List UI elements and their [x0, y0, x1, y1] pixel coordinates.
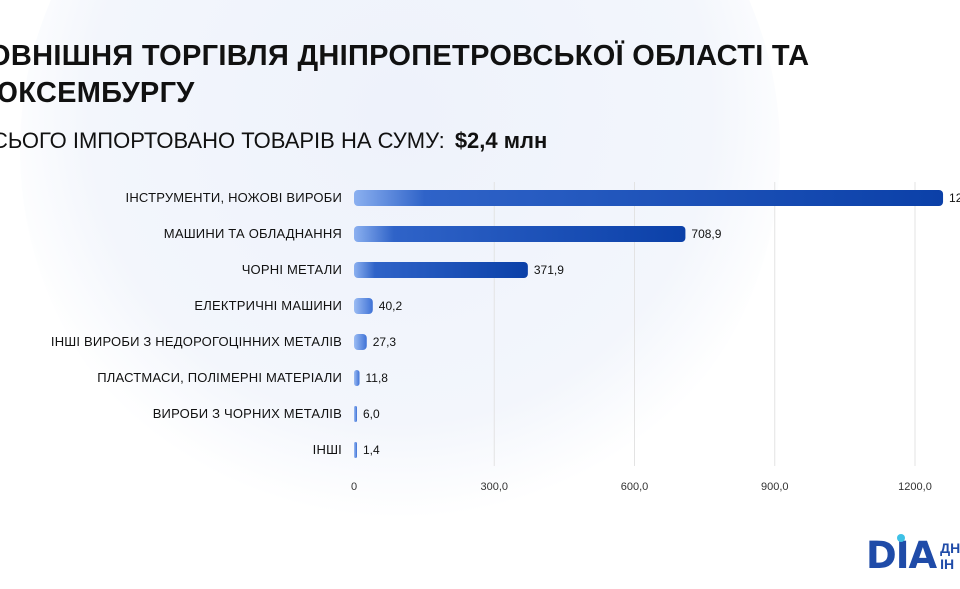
bar [354, 334, 367, 350]
logo-side-line2: ІН [940, 556, 955, 572]
bar [354, 190, 944, 206]
value-label: 27,3 [373, 335, 397, 349]
x-tick-label: 900,0 [761, 481, 789, 493]
x-tick-label: 300,0 [480, 481, 508, 493]
value-label: 40,2 [379, 299, 403, 313]
bar [354, 370, 360, 386]
category-label: МАШИНИ ТА ОБЛАДНАННЯ [164, 226, 342, 241]
bar [354, 442, 357, 458]
gridlines [493, 182, 916, 466]
bar [354, 262, 528, 278]
logo-mark: DIA [866, 534, 937, 577]
category-label: ІНШІ [313, 442, 342, 457]
category-label: ВИРОБИ З ЧОРНИХ МЕТАЛІВ [153, 406, 342, 421]
bars [354, 190, 944, 458]
category-label: ЕЛЕКТРИЧНІ МАШИНИ [194, 298, 342, 313]
logo-dot-icon [897, 534, 905, 542]
category-label: ІНШІ ВИРОБИ З НЕДОРОГОЦІННИХ МЕТАЛІВ [51, 334, 342, 349]
dia-logo: DIA ДН ІН [866, 534, 960, 577]
logo-side-line1: ДН [940, 540, 960, 556]
category-label: ЧОРНІ МЕТАЛИ [242, 262, 342, 277]
bar [354, 406, 357, 422]
bar [354, 298, 373, 314]
x-tick-label: 0 [351, 481, 357, 493]
page-title: ОВНІШНЯ ТОРГІВЛЯ ДНІПРОПЕТРОВСЬКОЇ ОБЛАС… [0, 40, 810, 109]
page-subtitle: СЬОГО ІМПОРТОВАНО ТОВАРІВ НА СУМУ: $2,4 … [0, 127, 547, 155]
category-label: ПЛАСТМАСИ, ПОЛІМЕРНІ МАТЕРІАЛИ [97, 370, 342, 385]
value-label: 371,9 [534, 263, 564, 277]
x-tick-label: 600,0 [621, 481, 649, 493]
value-label: 12 [949, 191, 960, 205]
category-label: ІНСТРУМЕНТИ, НОЖОВІ ВИРОБИ [126, 190, 342, 205]
value-label: 1,4 [363, 443, 380, 457]
subtitle-prefix: СЬОГО ІМПОРТОВАНО ТОВАРІВ НА СУМУ: [0, 128, 445, 153]
value-label: 6,0 [363, 407, 380, 421]
value-label: 11,8 [366, 371, 389, 385]
bar [354, 226, 686, 242]
value-label: 708,9 [691, 227, 721, 241]
subtitle-amount: $2,4 млн [454, 128, 548, 153]
labels: 0 300,0 600,0 900,0 1200,0 ІНСТРУМЕНТИ, НОЖОВ… [51, 190, 960, 493]
logo-side-text: ДН ІН [940, 540, 960, 572]
x-tick-label: 1200,0 [898, 481, 932, 493]
